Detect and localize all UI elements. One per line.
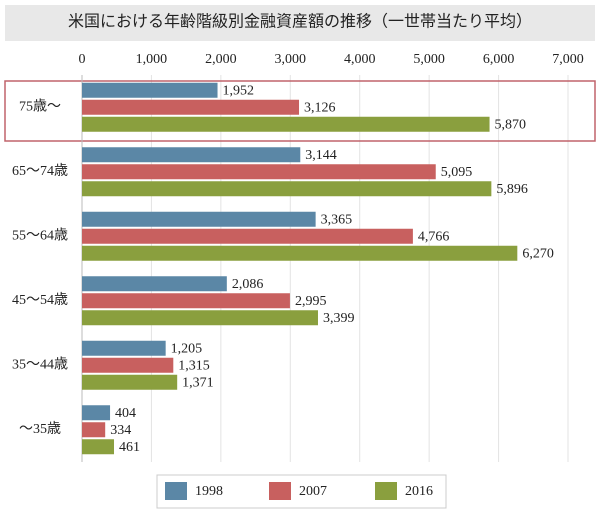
- legend-label: 2016: [405, 484, 433, 499]
- legend-swatch: [375, 482, 397, 500]
- x-tick-label: 7,000: [552, 52, 584, 67]
- data-label: 6,270: [522, 246, 554, 261]
- bar: [82, 116, 490, 132]
- y-tick-label: 45〜54歳: [12, 292, 68, 308]
- y-tick-label: 55〜64歳: [12, 227, 68, 243]
- bar: [82, 357, 174, 373]
- legend-label: 2007: [299, 484, 327, 499]
- data-label: 1,315: [178, 358, 210, 373]
- legend-swatch: [165, 482, 187, 500]
- data-label: 3,365: [321, 212, 353, 227]
- bar: [82, 276, 227, 292]
- data-label: 1,205: [171, 341, 203, 356]
- data-label: 5,095: [441, 165, 473, 180]
- data-label: 1,952: [223, 83, 255, 98]
- bar: [82, 99, 300, 115]
- data-label: 5,870: [495, 117, 527, 132]
- x-tick-label: 1,000: [136, 52, 168, 67]
- data-label: 404: [115, 406, 136, 421]
- data-label: 3,144: [305, 148, 337, 163]
- y-tick-label: 65〜74歳: [12, 163, 68, 179]
- bar: [82, 164, 436, 180]
- bar: [82, 228, 413, 244]
- x-tick-label: 6,000: [483, 52, 515, 67]
- data-label: 1,371: [182, 375, 214, 390]
- bar: [82, 245, 518, 261]
- chart-title: 米国における年齢階級別金融資産額の推移（一世帯当たり平均）: [68, 13, 532, 31]
- data-label: 2,086: [232, 277, 264, 292]
- bar: [82, 340, 166, 356]
- x-tick-label: 3,000: [275, 52, 307, 67]
- bar: [82, 405, 111, 421]
- bar: [82, 310, 318, 326]
- data-label: 3,126: [304, 100, 336, 115]
- data-label: 334: [110, 423, 131, 438]
- y-tick-label: 〜35歳: [19, 421, 61, 437]
- legend-box: [156, 474, 447, 509]
- data-label: 5,896: [496, 182, 527, 197]
- bar: [82, 439, 115, 455]
- y-tick-label: 75歳〜: [19, 98, 61, 114]
- bar: [82, 181, 492, 197]
- bar: [82, 422, 106, 438]
- x-tick-label: 4,000: [344, 52, 376, 67]
- x-tick-label: 0: [79, 52, 86, 67]
- data-label: 4,766: [418, 229, 450, 244]
- bar: [82, 374, 178, 390]
- title-band: [5, 5, 595, 41]
- legend-swatch: [269, 482, 291, 500]
- y-tick-label: 35〜44歳: [12, 356, 68, 372]
- bar: [82, 293, 290, 309]
- x-tick-label: 2,000: [205, 52, 237, 67]
- highlight-box: [4, 80, 596, 142]
- data-label: 461: [119, 440, 140, 455]
- bar: [82, 82, 218, 98]
- data-label: 3,399: [323, 311, 355, 326]
- data-label: 2,995: [295, 294, 327, 309]
- bar: [82, 211, 316, 227]
- x-tick-label: 5,000: [413, 52, 445, 67]
- bar: [82, 147, 301, 163]
- legend-label: 1998: [195, 484, 223, 499]
